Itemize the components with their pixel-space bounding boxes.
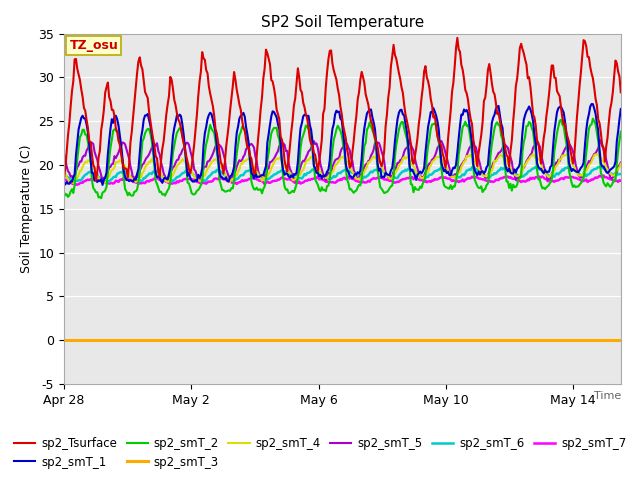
sp2_smT_2 (589, 116, 596, 121)
sp2_Tsurface (92, 178, 100, 183)
sp2_smT_3 (617, 337, 625, 343)
sp2_Tsurface (617, 89, 625, 95)
sp2_smT_4 (70, 180, 77, 186)
sp2_smT_5 (308, 141, 316, 146)
sp2_smT_7 (600, 173, 607, 179)
Text: Time: Time (593, 391, 621, 401)
Title: SP2 Soil Temperature: SP2 Soil Temperature (260, 15, 424, 30)
sp2_smT_4 (60, 168, 68, 174)
sp2_smT_2 (337, 128, 344, 134)
sp2_smT_1 (617, 106, 625, 112)
sp2_smT_6 (617, 171, 625, 177)
sp2_smT_1 (337, 116, 344, 121)
sp2_smT_3 (593, 337, 601, 343)
sp2_smT_5 (406, 137, 413, 143)
sp2_smT_3 (335, 337, 343, 343)
sp2_smT_2 (79, 127, 86, 132)
sp2_smT_3 (308, 337, 316, 343)
Text: TZ_osu: TZ_osu (70, 39, 118, 52)
sp2_smT_5 (522, 162, 529, 168)
Line: sp2_smT_2: sp2_smT_2 (64, 119, 621, 198)
sp2_smT_3 (246, 337, 254, 343)
sp2_smT_7 (80, 179, 88, 184)
sp2_smT_7 (617, 178, 625, 184)
Line: sp2_Tsurface: sp2_Tsurface (64, 38, 621, 180)
sp2_smT_4 (248, 159, 255, 165)
sp2_smT_2 (520, 139, 527, 145)
sp2_smT_7 (520, 178, 527, 184)
sp2_smT_7 (337, 176, 344, 182)
sp2_smT_6 (80, 173, 88, 179)
sp2_smT_5 (60, 151, 68, 156)
sp2_smT_6 (60, 171, 68, 177)
sp2_smT_1 (520, 117, 527, 123)
sp2_smT_3 (60, 337, 68, 343)
sp2_smT_4 (520, 163, 527, 169)
Line: sp2_smT_5: sp2_smT_5 (64, 140, 621, 180)
sp2_smT_2 (596, 150, 604, 156)
sp2_smT_1 (588, 101, 595, 107)
sp2_Tsurface (60, 175, 68, 181)
sp2_smT_6 (595, 164, 602, 170)
sp2_Tsurface (337, 104, 344, 109)
sp2_smT_5 (246, 142, 254, 148)
Legend: sp2_Tsurface, sp2_smT_1, sp2_smT_2, sp2_smT_3, sp2_smT_4, sp2_smT_5, sp2_smT_6, : sp2_Tsurface, sp2_smT_1, sp2_smT_2, sp2_… (10, 432, 631, 473)
sp2_smT_2 (310, 161, 317, 167)
sp2_smT_5 (79, 155, 86, 160)
sp2_Tsurface (248, 156, 255, 161)
sp2_smT_4 (80, 161, 88, 167)
sp2_smT_5 (617, 160, 625, 166)
sp2_smT_1 (248, 170, 255, 176)
sp2_smT_6 (337, 170, 344, 176)
sp2_smT_6 (598, 164, 606, 169)
sp2_smT_1 (79, 113, 86, 119)
Line: sp2_smT_4: sp2_smT_4 (64, 154, 621, 183)
Line: sp2_smT_6: sp2_smT_6 (64, 167, 621, 182)
sp2_smT_4 (337, 156, 344, 161)
sp2_smT_4 (617, 161, 625, 167)
sp2_Tsurface (522, 57, 529, 62)
sp2_smT_4 (593, 151, 601, 157)
sp2_Tsurface (310, 150, 317, 156)
sp2_smT_1 (60, 180, 68, 185)
sp2_smT_6 (248, 167, 255, 173)
sp2_smT_2 (60, 189, 68, 195)
sp2_smT_2 (248, 179, 255, 184)
sp2_smT_7 (72, 182, 80, 188)
sp2_smT_6 (310, 167, 317, 172)
sp2_smT_7 (310, 176, 317, 181)
Line: sp2_smT_7: sp2_smT_7 (64, 176, 621, 185)
sp2_smT_7 (248, 176, 255, 181)
sp2_smT_7 (595, 174, 602, 180)
sp2_smT_5 (596, 141, 604, 147)
sp2_Tsurface (454, 35, 461, 41)
sp2_smT_1 (310, 163, 317, 169)
sp2_smT_3 (518, 337, 526, 343)
sp2_smT_2 (97, 195, 105, 201)
sp2_smT_1 (99, 182, 106, 188)
sp2_smT_5 (322, 178, 330, 183)
sp2_smT_2 (617, 129, 625, 134)
sp2_Tsurface (596, 120, 604, 126)
Line: sp2_smT_1: sp2_smT_1 (64, 104, 621, 185)
sp2_smT_7 (60, 176, 68, 182)
sp2_smT_3 (79, 337, 86, 343)
sp2_smT_6 (520, 173, 527, 179)
sp2_smT_5 (337, 149, 344, 155)
Y-axis label: Soil Temperature (C): Soil Temperature (C) (20, 144, 33, 273)
sp2_smT_1 (596, 147, 604, 153)
sp2_smT_6 (71, 179, 79, 185)
sp2_Tsurface (79, 94, 86, 100)
sp2_smT_4 (596, 155, 604, 160)
sp2_smT_4 (310, 157, 317, 163)
